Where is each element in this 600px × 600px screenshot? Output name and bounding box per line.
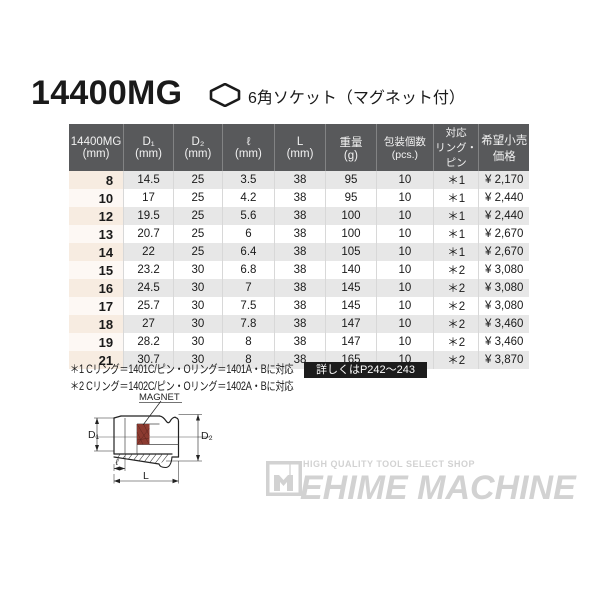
svg-text:D₁: D₁ bbox=[88, 429, 100, 441]
svg-text:MAGNET: MAGNET bbox=[139, 392, 180, 403]
svg-text:ℓ: ℓ bbox=[115, 457, 119, 467]
svg-text:L: L bbox=[143, 470, 149, 482]
svg-text:D₂: D₂ bbox=[201, 430, 213, 442]
